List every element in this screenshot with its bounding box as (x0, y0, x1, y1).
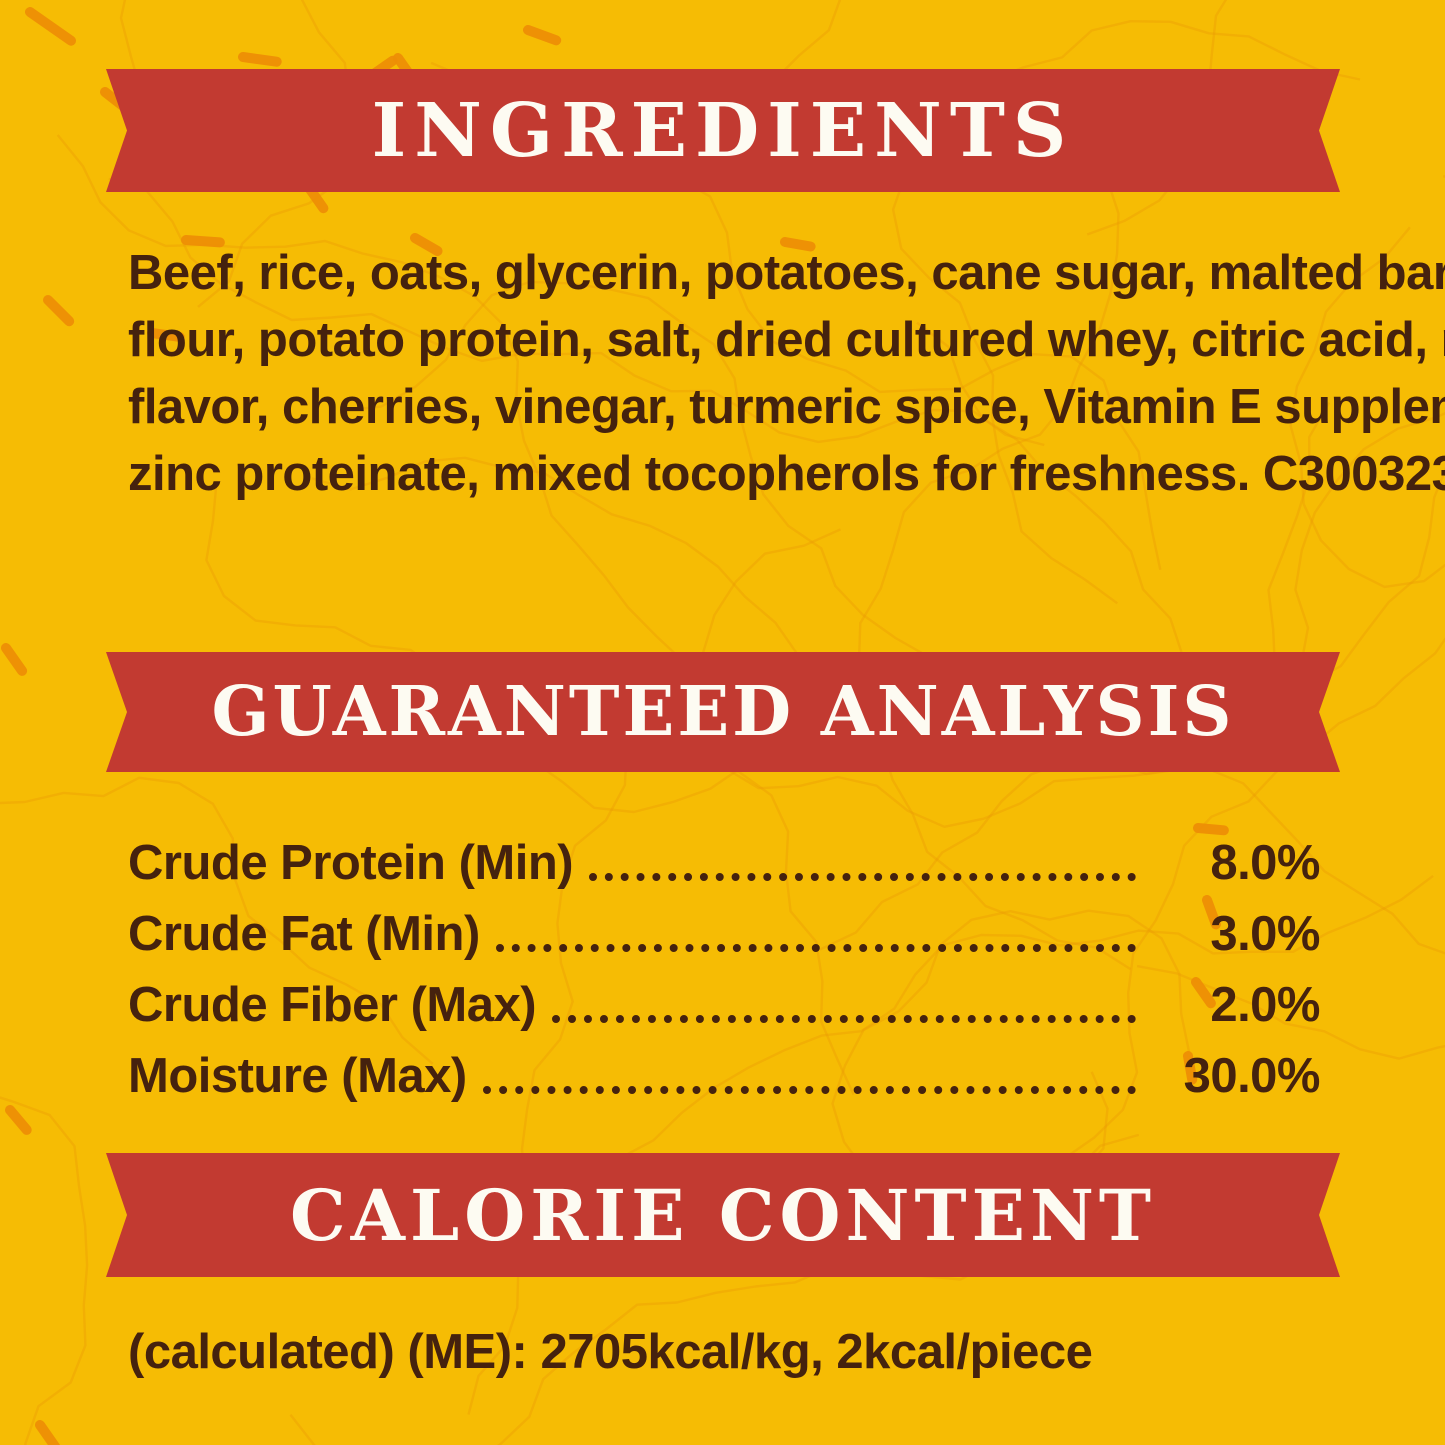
ingredients-title: INGREDIENTS (371, 87, 1075, 174)
analysis-value: 8.0% (1210, 836, 1320, 890)
ingredients-line-2: flour, potato protein, salt, dried cultu… (128, 313, 1445, 367)
dot-leader (589, 861, 1136, 881)
calorie-content-line: (calculated) (ME): 2705kcal/kg, 2kcal/pi… (128, 1325, 1093, 1379)
analysis-row-moisture: Moisture (Max) 30.0% (128, 1033, 1321, 1104)
dot-leader (482, 1074, 1136, 1094)
analysis-label: Crude Fiber (Max) (128, 978, 537, 1032)
analysis-label: Moisture (Max) (128, 1049, 467, 1103)
analysis-row-crude-fat: Crude Fat (Min) 3.0% (128, 891, 1321, 962)
analysis-value: 3.0% (1210, 907, 1320, 961)
analysis-row-crude-protein: Crude Protein (Min) 8.0% (128, 820, 1321, 891)
ingredients-line-1: Beef, rice, oats, glycerin, potatoes, ca… (128, 246, 1445, 300)
dot-leader (495, 932, 1136, 952)
calorie-content-title: CALORIE CONTENT (289, 1173, 1157, 1257)
ingredients-line-4: zinc proteinate, mixed tocopherols for f… (128, 447, 1445, 501)
analysis-value: 2.0% (1210, 978, 1320, 1032)
analysis-row-crude-fiber: Crude Fiber (Max) 2.0% (128, 962, 1321, 1033)
dot-leader (552, 1003, 1136, 1023)
analysis-value: 30.0% (1183, 1049, 1321, 1103)
analysis-label: Crude Fat (Min) (128, 907, 480, 961)
calorie-content-banner: CALORIE CONTENT (106, 1153, 1340, 1277)
ingredients-banner: INGREDIENTS (106, 69, 1340, 192)
ingredients-line-3: flavor, cherries, vinegar, turmeric spic… (128, 380, 1445, 434)
guaranteed-analysis-title: GUARANTEED ANALYSIS (211, 672, 1235, 752)
guaranteed-analysis-table: Crude Protein (Min) 8.0% Crude Fat (Min)… (128, 820, 1321, 1104)
ingredients-paragraph: Beef, rice, oats, glycerin, potatoes, ca… (128, 240, 1445, 508)
analysis-label: Crude Protein (Min) (128, 836, 574, 890)
guaranteed-analysis-banner: GUARANTEED ANALYSIS (106, 652, 1340, 772)
